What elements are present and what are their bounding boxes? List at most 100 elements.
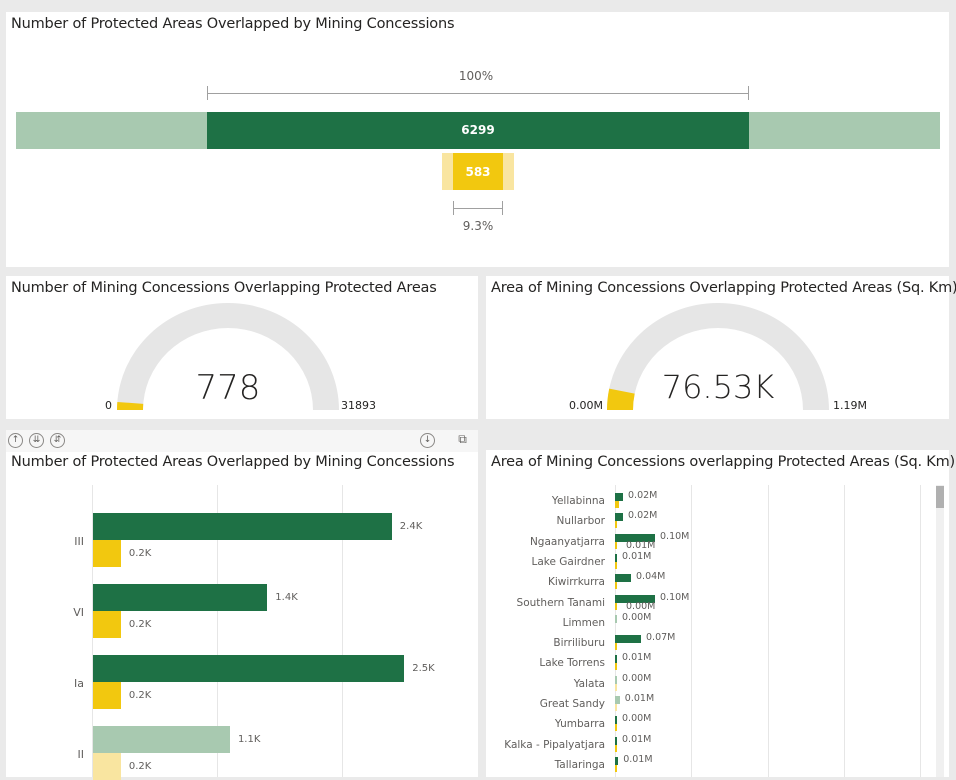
data-label: 0.00M	[622, 611, 652, 623]
gauge-fill	[117, 401, 144, 410]
data-label: 0.02M	[628, 510, 658, 522]
bar-series-2[interactable]	[615, 643, 617, 651]
gridline	[342, 485, 343, 777]
scrollbar-thumb[interactable]	[936, 486, 944, 508]
gridline	[844, 485, 845, 777]
expand-all-icon[interactable]: ⇵	[50, 433, 65, 448]
data-label: 0.2K	[128, 761, 152, 772]
category-label: Ia	[74, 677, 84, 690]
bar-series-2[interactable]	[615, 602, 617, 610]
bar-series-1[interactable]	[615, 655, 617, 664]
bar-series-1[interactable]	[615, 696, 620, 704]
bar-series-1[interactable]	[615, 716, 617, 725]
data-label: 0.01M	[624, 693, 655, 704]
bar-series-1[interactable]	[93, 655, 405, 682]
data-label: 0.00M	[622, 713, 652, 725]
bar-series-1[interactable]	[93, 726, 230, 753]
bullet-chart-panel[interactable]: Number of Protected Areas Overlapped by …	[6, 12, 949, 267]
clustered-bar-panel-left[interactable]: ↑ ⇊ ⇵ ↓ ⧉ Number of Protected Areas Over…	[6, 430, 478, 780]
gridline	[768, 485, 769, 777]
category-label: Nullarbor	[556, 515, 605, 528]
bar-chart-area: Yellabinna 0.02M Nullarbor 0.02M Ngaanyatjar…	[486, 450, 949, 777]
bar-series-2[interactable]	[615, 724, 617, 732]
gauge-panel-count[interactable]: Number of Mining Concessions Overlapping…	[6, 276, 478, 419]
gridline	[92, 485, 93, 777]
data-label: 2.5K	[412, 663, 435, 674]
focus-mode-icon[interactable]: ⧉	[458, 432, 467, 446]
bar-series-1[interactable]	[93, 584, 268, 611]
panel-title: Number of Protected Areas Overlapped by …	[11, 16, 455, 32]
bar-series-2[interactable]	[615, 663, 617, 671]
panel-title: Area of Mining Concessions Overlapping P…	[491, 280, 956, 296]
bar-series-2[interactable]	[93, 753, 121, 780]
clustered-bar-panel-right[interactable]: Area of Mining Concessions overlapping P…	[486, 450, 955, 777]
overlap-bar[interactable]	[453, 153, 503, 190]
category-label: Southern Tanami	[516, 596, 605, 609]
data-label: 0.01M	[622, 652, 652, 664]
bar-series-2[interactable]	[615, 764, 617, 772]
bar-series-1[interactable]	[615, 533, 655, 542]
gauge-max-label: 1.19M	[833, 399, 867, 412]
gauge-value: 76.53K	[661, 368, 775, 406]
total-bar[interactable]	[207, 112, 749, 149]
bar-series-1[interactable]	[93, 513, 392, 540]
data-label: 0.10M	[660, 591, 690, 603]
gridline	[920, 485, 921, 777]
bar-series-2[interactable]	[615, 582, 617, 590]
drill-mode-icon[interactable]: ↓	[420, 433, 435, 448]
data-label: 0.01M	[626, 539, 656, 551]
bar-series-1[interactable]	[615, 574, 631, 583]
gauge-value: 778	[195, 368, 261, 408]
bar-series-2[interactable]	[615, 704, 617, 711]
drill-down-all-icon[interactable]: ⇊	[29, 433, 44, 448]
bar-series-2[interactable]	[615, 744, 617, 752]
drill-up-icon[interactable]: ↑	[8, 433, 23, 448]
data-label: 2.4K	[399, 521, 423, 532]
bar-series-1[interactable]	[615, 513, 623, 522]
bracket-top	[207, 93, 749, 94]
bar-series-1[interactable]	[615, 594, 655, 603]
panel-title: Number of Protected Areas Overlapped by …	[11, 454, 455, 470]
bracket-top-left-tick	[207, 86, 208, 100]
bar-series-1[interactable]	[615, 736, 617, 745]
gridline	[691, 485, 692, 777]
bar-series-2[interactable]	[615, 501, 619, 508]
bracket-bottom	[453, 208, 503, 209]
percent-label-top: 100%	[458, 69, 494, 83]
category-label: Kiwirrkurra	[547, 576, 605, 589]
bracket-bottom-right-tick	[502, 201, 503, 215]
category-label: Yumbarra	[554, 718, 605, 731]
bar-series-2[interactable]	[93, 682, 121, 709]
bar-series-2[interactable]	[93, 540, 121, 567]
bar-series-2[interactable]	[615, 683, 617, 691]
percent-label-bottom: 9.3%	[462, 219, 494, 233]
data-label: 0.01M	[622, 733, 652, 745]
data-label: 0.04M	[636, 571, 666, 583]
bar-series-1[interactable]	[615, 614, 617, 623]
data-label: 0.10M	[660, 530, 690, 542]
bar-series-1[interactable]	[615, 635, 641, 644]
bar-series-2[interactable]	[615, 561, 617, 569]
data-label: 0.2K	[128, 619, 152, 630]
gauge-panel-area[interactable]: Area of Mining Concessions Overlapping P…	[486, 276, 956, 419]
scrollbar[interactable]	[936, 485, 944, 777]
gauge-min-label: 0	[105, 399, 112, 412]
bar-series-1[interactable]	[615, 756, 619, 765]
bar-series-2[interactable]	[615, 521, 617, 529]
bar-series-1[interactable]	[615, 493, 623, 501]
gauge-max-label: 31893	[341, 399, 376, 412]
panel-title: Number of Mining Concessions Overlapping…	[11, 280, 437, 296]
category-label: Yellabinna	[551, 495, 605, 507]
bar-series-2[interactable]	[93, 611, 121, 638]
bar-series-1[interactable]	[615, 553, 617, 562]
category-label: Lake Torrens	[539, 657, 605, 670]
total-value-label: 6299	[461, 123, 495, 137]
data-label: 1.4K	[275, 592, 298, 603]
category-label: Great Sandy	[539, 698, 605, 710]
bracket-bottom-left-tick	[453, 201, 454, 215]
panel-title: Area of Mining Concessions overlapping P…	[491, 454, 955, 470]
data-label: 0.07M	[646, 632, 676, 644]
data-label: 0.2K	[128, 690, 152, 701]
bar-series-2[interactable]	[615, 541, 617, 549]
bar-series-1[interactable]	[615, 675, 617, 684]
